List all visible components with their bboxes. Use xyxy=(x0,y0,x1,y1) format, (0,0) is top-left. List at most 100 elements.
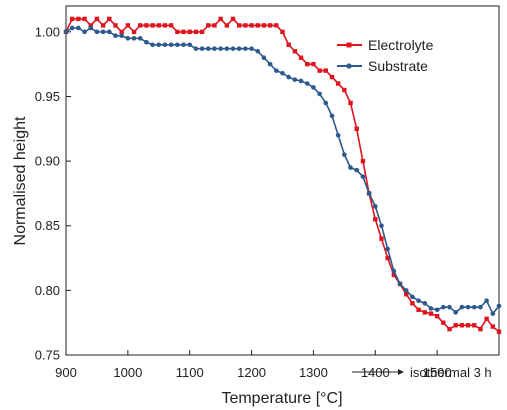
data-point-electrolyte xyxy=(385,255,390,261)
data-point-substrate xyxy=(422,300,428,306)
data-point-substrate xyxy=(125,36,131,41)
data-point-electrolyte xyxy=(416,307,421,312)
data-point-electrolyte xyxy=(125,23,131,28)
data-point-substrate xyxy=(100,29,106,35)
data-point-substrate xyxy=(484,298,489,304)
series-layer xyxy=(63,16,502,334)
data-point-substrate xyxy=(323,100,329,106)
x-tick-label: 1500 xyxy=(423,365,452,380)
data-point-substrate xyxy=(416,298,421,304)
data-point-substrate xyxy=(267,61,273,67)
data-point-electrolyte xyxy=(404,292,409,297)
data-point-substrate xyxy=(193,46,199,51)
data-point-electrolyte xyxy=(484,316,489,322)
data-point-substrate xyxy=(156,42,162,48)
data-point-substrate xyxy=(379,223,384,229)
data-point-substrate xyxy=(391,268,397,274)
data-point-electrolyte xyxy=(329,74,335,80)
data-point-substrate xyxy=(360,174,366,179)
data-point-electrolyte xyxy=(113,23,118,28)
data-point-electrolyte xyxy=(496,329,502,334)
data-point-electrolyte xyxy=(156,23,161,28)
data-point-substrate xyxy=(119,33,124,39)
data-point-substrate xyxy=(372,204,378,209)
data-point-substrate xyxy=(249,46,254,51)
data-point-substrate xyxy=(335,132,341,138)
legend-label-substrate: Substrate xyxy=(368,58,428,74)
y-tick-label: 1.00 xyxy=(35,24,60,39)
data-point-substrate xyxy=(187,42,193,48)
data-point-substrate xyxy=(205,46,211,51)
data-point-electrolyte xyxy=(348,100,353,106)
legend: Electrolyte Substrate xyxy=(337,37,434,74)
data-point-electrolyte xyxy=(428,311,434,316)
series-line-electrolyte xyxy=(65,18,500,333)
data-point-electrolyte xyxy=(150,23,155,28)
annotation-arrow-head xyxy=(398,369,404,375)
data-point-substrate xyxy=(168,42,174,48)
data-point-electrolyte xyxy=(131,29,137,35)
data-point-electrolyte xyxy=(144,23,149,28)
data-point-substrate xyxy=(478,304,483,310)
data-point-substrate xyxy=(131,36,137,41)
data-point-substrate xyxy=(304,81,310,86)
annotation-label: isothermal 3 h xyxy=(410,365,492,380)
data-point-substrate xyxy=(465,304,471,310)
data-point-substrate xyxy=(144,39,149,45)
data-point-substrate xyxy=(212,46,217,51)
data-point-substrate xyxy=(76,25,81,31)
x-tick-label: 1200 xyxy=(237,365,266,380)
axis-ticks xyxy=(65,31,438,356)
x-tick-labels: 900 1000 1100 1200 1300 1400 1500 xyxy=(55,365,451,380)
y-tick-label: 0.90 xyxy=(35,154,60,169)
plot-frame xyxy=(65,5,500,356)
data-point-electrolyte xyxy=(453,323,458,328)
series-line-substrate xyxy=(65,27,500,315)
data-point-electrolyte xyxy=(410,301,415,306)
data-point-substrate xyxy=(224,46,230,51)
data-point-electrolyte xyxy=(298,55,304,60)
data-point-electrolyte xyxy=(138,23,143,28)
data-point-substrate xyxy=(403,288,409,293)
data-point-substrate xyxy=(348,165,353,170)
data-point-substrate xyxy=(441,304,446,310)
data-point-electrolyte xyxy=(76,16,81,22)
data-point-electrolyte xyxy=(193,29,199,35)
data-point-electrolyte xyxy=(317,68,322,73)
data-point-substrate xyxy=(261,55,267,61)
data-point-electrolyte xyxy=(212,23,217,28)
data-point-substrate xyxy=(150,42,155,48)
y-axis-title: Normalised height xyxy=(12,116,29,246)
data-point-electrolyte xyxy=(292,49,298,54)
data-point-substrate xyxy=(459,304,465,310)
data-point-electrolyte xyxy=(162,23,168,28)
data-point-electrolyte xyxy=(206,23,211,28)
data-point-electrolyte xyxy=(335,81,341,86)
data-point-electrolyte xyxy=(342,87,347,93)
y-tick-label: 0.85 xyxy=(35,218,60,233)
data-point-substrate xyxy=(292,77,298,82)
legend-marker-electrolyte xyxy=(346,42,352,48)
data-point-substrate xyxy=(162,42,168,48)
data-point-electrolyte xyxy=(187,29,192,35)
y-tick-labels: 0.75 0.80 0.85 0.90 0.95 1.00 xyxy=(35,24,60,362)
data-point-substrate xyxy=(286,74,291,80)
series-electrolyte xyxy=(63,16,502,334)
data-point-substrate xyxy=(113,33,118,39)
data-point-electrolyte xyxy=(119,29,124,35)
isothermal-annotation: isothermal 3 h xyxy=(352,365,492,380)
data-point-electrolyte xyxy=(286,42,291,47)
legend-label-electrolyte: Electrolyte xyxy=(368,37,434,53)
data-point-electrolyte xyxy=(478,326,483,332)
data-point-electrolyte xyxy=(175,29,180,35)
x-tick-label: 1300 xyxy=(299,365,328,380)
data-point-substrate xyxy=(63,29,69,35)
y-tick-label: 0.75 xyxy=(35,348,60,363)
data-point-electrolyte xyxy=(447,326,452,332)
data-point-substrate xyxy=(230,46,236,51)
data-point-substrate xyxy=(496,303,502,309)
data-point-substrate xyxy=(342,152,347,157)
data-point-substrate xyxy=(490,311,496,316)
data-point-electrolyte xyxy=(199,29,205,35)
